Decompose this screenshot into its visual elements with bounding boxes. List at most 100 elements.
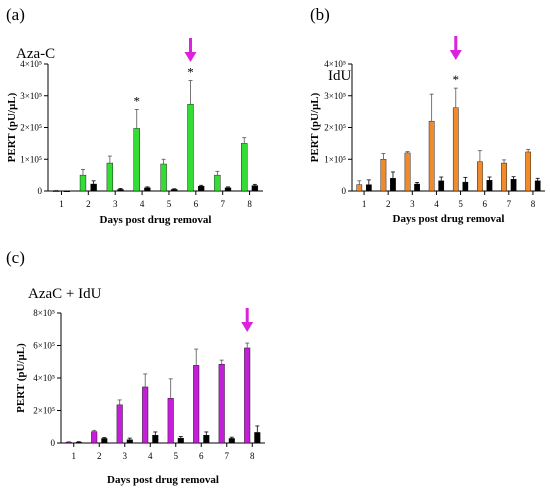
x-tick-label: 2 xyxy=(86,199,91,209)
control-bar xyxy=(224,187,232,192)
y-tick-label: 4×10⁵ xyxy=(33,373,55,383)
y-tick-label: 1×10⁵ xyxy=(324,154,346,164)
significance-star: * xyxy=(453,72,460,87)
treated-bar xyxy=(142,386,149,444)
control-bar xyxy=(101,438,108,444)
treated-bar xyxy=(133,128,140,192)
significance-star: * xyxy=(187,65,194,80)
treated-bar xyxy=(52,190,60,193)
x-tick-label: 4 xyxy=(148,451,153,461)
x-tick-label: 5 xyxy=(167,199,172,209)
x-tick-label: 6 xyxy=(482,199,487,209)
control-bar xyxy=(126,439,133,444)
treated-bar xyxy=(380,159,387,192)
x-axis-label: Days post drug removal xyxy=(100,214,212,226)
chart-title: AzaC + IdU xyxy=(28,286,102,302)
control-bar xyxy=(197,186,205,192)
y-tick-label: 2×10⁵ xyxy=(33,406,55,416)
control-bar xyxy=(117,189,124,192)
significance-star: * xyxy=(133,93,140,108)
treated-bar xyxy=(214,174,221,192)
treated-bar xyxy=(116,404,123,444)
treated-bar xyxy=(404,152,411,192)
control-bar xyxy=(144,187,151,192)
x-tick-label: 7 xyxy=(507,199,512,209)
x-tick-label: 8 xyxy=(531,199,536,209)
x-tick-label: 8 xyxy=(250,451,255,461)
y-tick-label: 0 xyxy=(51,438,56,448)
x-tick-label: 1 xyxy=(59,199,64,209)
treated-bar xyxy=(428,120,435,192)
treated-bar xyxy=(452,107,459,192)
x-tick-label: 1 xyxy=(362,199,367,209)
control-bar xyxy=(177,437,184,444)
control-bar xyxy=(203,435,210,444)
y-tick-label: 3×10⁵ xyxy=(324,91,346,101)
treated-bar xyxy=(218,363,225,444)
y-axis-label: PERT (pU/µL) xyxy=(15,343,27,413)
x-tick-label: 2 xyxy=(97,451,102,461)
control-bar xyxy=(228,438,235,444)
control-bar xyxy=(462,181,469,192)
control-bar xyxy=(486,180,493,192)
chart-title: Aza-C xyxy=(16,46,55,62)
y-tick-label: 1×10⁵ xyxy=(20,154,42,164)
x-tick-label: 6 xyxy=(199,451,204,461)
control-bar xyxy=(390,178,396,192)
treated-bar xyxy=(91,431,98,444)
control-bar xyxy=(414,183,420,192)
control-bar xyxy=(152,435,159,444)
control-bar xyxy=(438,180,445,192)
y-tick-label: 2×10⁵ xyxy=(20,123,42,133)
control-bar xyxy=(534,180,541,192)
x-axis-label: Days post drug removal xyxy=(393,213,505,225)
x-axis-label: Days post drug removal xyxy=(107,474,219,486)
x-tick-label: 7 xyxy=(225,451,230,461)
x-tick-label: 4 xyxy=(434,199,439,209)
y-axis-label: PERT (pU/µL) xyxy=(6,92,18,162)
y-tick-label: 4×10⁵ xyxy=(324,59,346,69)
arrow-head-icon xyxy=(241,322,254,332)
treated-bar xyxy=(160,163,167,192)
control-bar xyxy=(365,184,372,192)
panel-label: (c) xyxy=(6,248,25,267)
x-tick-label: 6 xyxy=(194,199,199,209)
y-axis-label: PERT (pU/µL) xyxy=(309,92,321,162)
x-tick-label: 3 xyxy=(123,451,128,461)
control-bar xyxy=(90,183,97,192)
treated-bar xyxy=(525,151,532,192)
arrow-head-icon xyxy=(184,52,197,62)
treated-bar xyxy=(193,365,200,444)
chart-title: IdU xyxy=(328,68,351,84)
x-tick-label: 1 xyxy=(72,451,77,461)
treated-bar xyxy=(79,174,87,192)
y-tick-label: 0 xyxy=(38,186,43,196)
treated-bar xyxy=(187,104,194,192)
control-bar xyxy=(510,179,517,192)
arrow-head-icon xyxy=(449,50,462,60)
control-bar xyxy=(63,190,70,193)
y-tick-label: 4×10⁵ xyxy=(20,59,42,69)
treated-bar xyxy=(501,162,507,192)
control-bar xyxy=(171,189,178,192)
control-bar xyxy=(251,185,259,192)
y-tick-label: 3×10⁵ xyxy=(20,91,42,101)
x-tick-label: 5 xyxy=(174,451,179,461)
x-tick-label: 3 xyxy=(113,199,118,209)
treated-bar xyxy=(244,347,251,444)
treated-bar xyxy=(241,143,248,192)
treated-bar xyxy=(356,184,363,192)
treated-bar xyxy=(106,162,114,192)
x-tick-label: 4 xyxy=(140,199,145,209)
treated-bar xyxy=(65,441,72,444)
panel-label: (a) xyxy=(6,5,25,24)
y-tick-label: 0 xyxy=(342,186,347,196)
y-tick-label: 8×10⁵ xyxy=(33,308,55,318)
treated-bar xyxy=(477,161,483,192)
x-tick-label: 3 xyxy=(410,199,415,209)
y-tick-label: 2×10⁵ xyxy=(324,123,346,133)
control-bar xyxy=(254,432,261,444)
x-tick-label: 5 xyxy=(458,199,463,209)
x-tick-label: 2 xyxy=(386,199,391,209)
